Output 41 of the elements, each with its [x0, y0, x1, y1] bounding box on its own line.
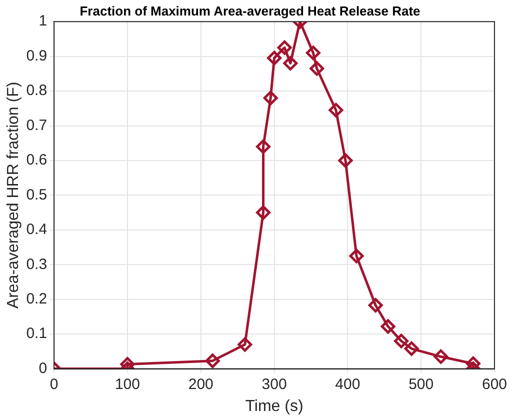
x-tick-label: 400	[335, 376, 360, 393]
point	[263, 90, 278, 106]
point	[404, 341, 419, 356]
x-tick-label: 300	[262, 376, 287, 393]
y-tick-label: 0.1	[26, 325, 48, 342]
y-tick-label: 0.6	[26, 152, 48, 169]
point	[267, 50, 282, 66]
point	[368, 298, 383, 313]
x-axis-title: Time (s)	[245, 398, 304, 415]
point	[338, 153, 353, 168]
y-tick-label: 1	[38, 12, 48, 30]
y-tick-label: 0.2	[26, 290, 48, 308]
point	[466, 356, 480, 369]
point	[256, 139, 271, 154]
chart-title: Fraction of Maximum Area-averaged Heat Release Rate	[80, 3, 420, 18]
point	[328, 102, 344, 118]
point	[238, 337, 252, 352]
x-tick-label: 200	[188, 376, 214, 393]
x-tick-label: 100	[114, 376, 140, 393]
point	[283, 56, 298, 71]
x-tick-label: 600	[482, 376, 507, 393]
point	[349, 248, 364, 264]
point	[310, 61, 324, 76]
y-axis-title: Area-averaged HRR fraction (F)	[5, 82, 22, 309]
y-tick-label: 0.7	[26, 116, 48, 134]
y-tick-label: 0.9	[26, 47, 48, 64]
point	[120, 357, 135, 369]
point	[394, 334, 409, 348]
y-tick-label: 0.4	[26, 221, 48, 238]
point	[277, 40, 292, 55]
point	[256, 205, 271, 220]
y-tick-label: 0.3	[26, 256, 48, 273]
point	[306, 46, 320, 60]
point	[380, 319, 396, 334]
point	[434, 349, 448, 364]
x-tick-label: 0	[50, 376, 58, 393]
y-tick-label: 0.5	[26, 186, 48, 204]
x-tick-label: 500	[408, 376, 434, 393]
y-tick-label: 0.8	[26, 82, 48, 100]
y-tick-label: 0	[38, 360, 48, 377]
point	[205, 354, 220, 368]
